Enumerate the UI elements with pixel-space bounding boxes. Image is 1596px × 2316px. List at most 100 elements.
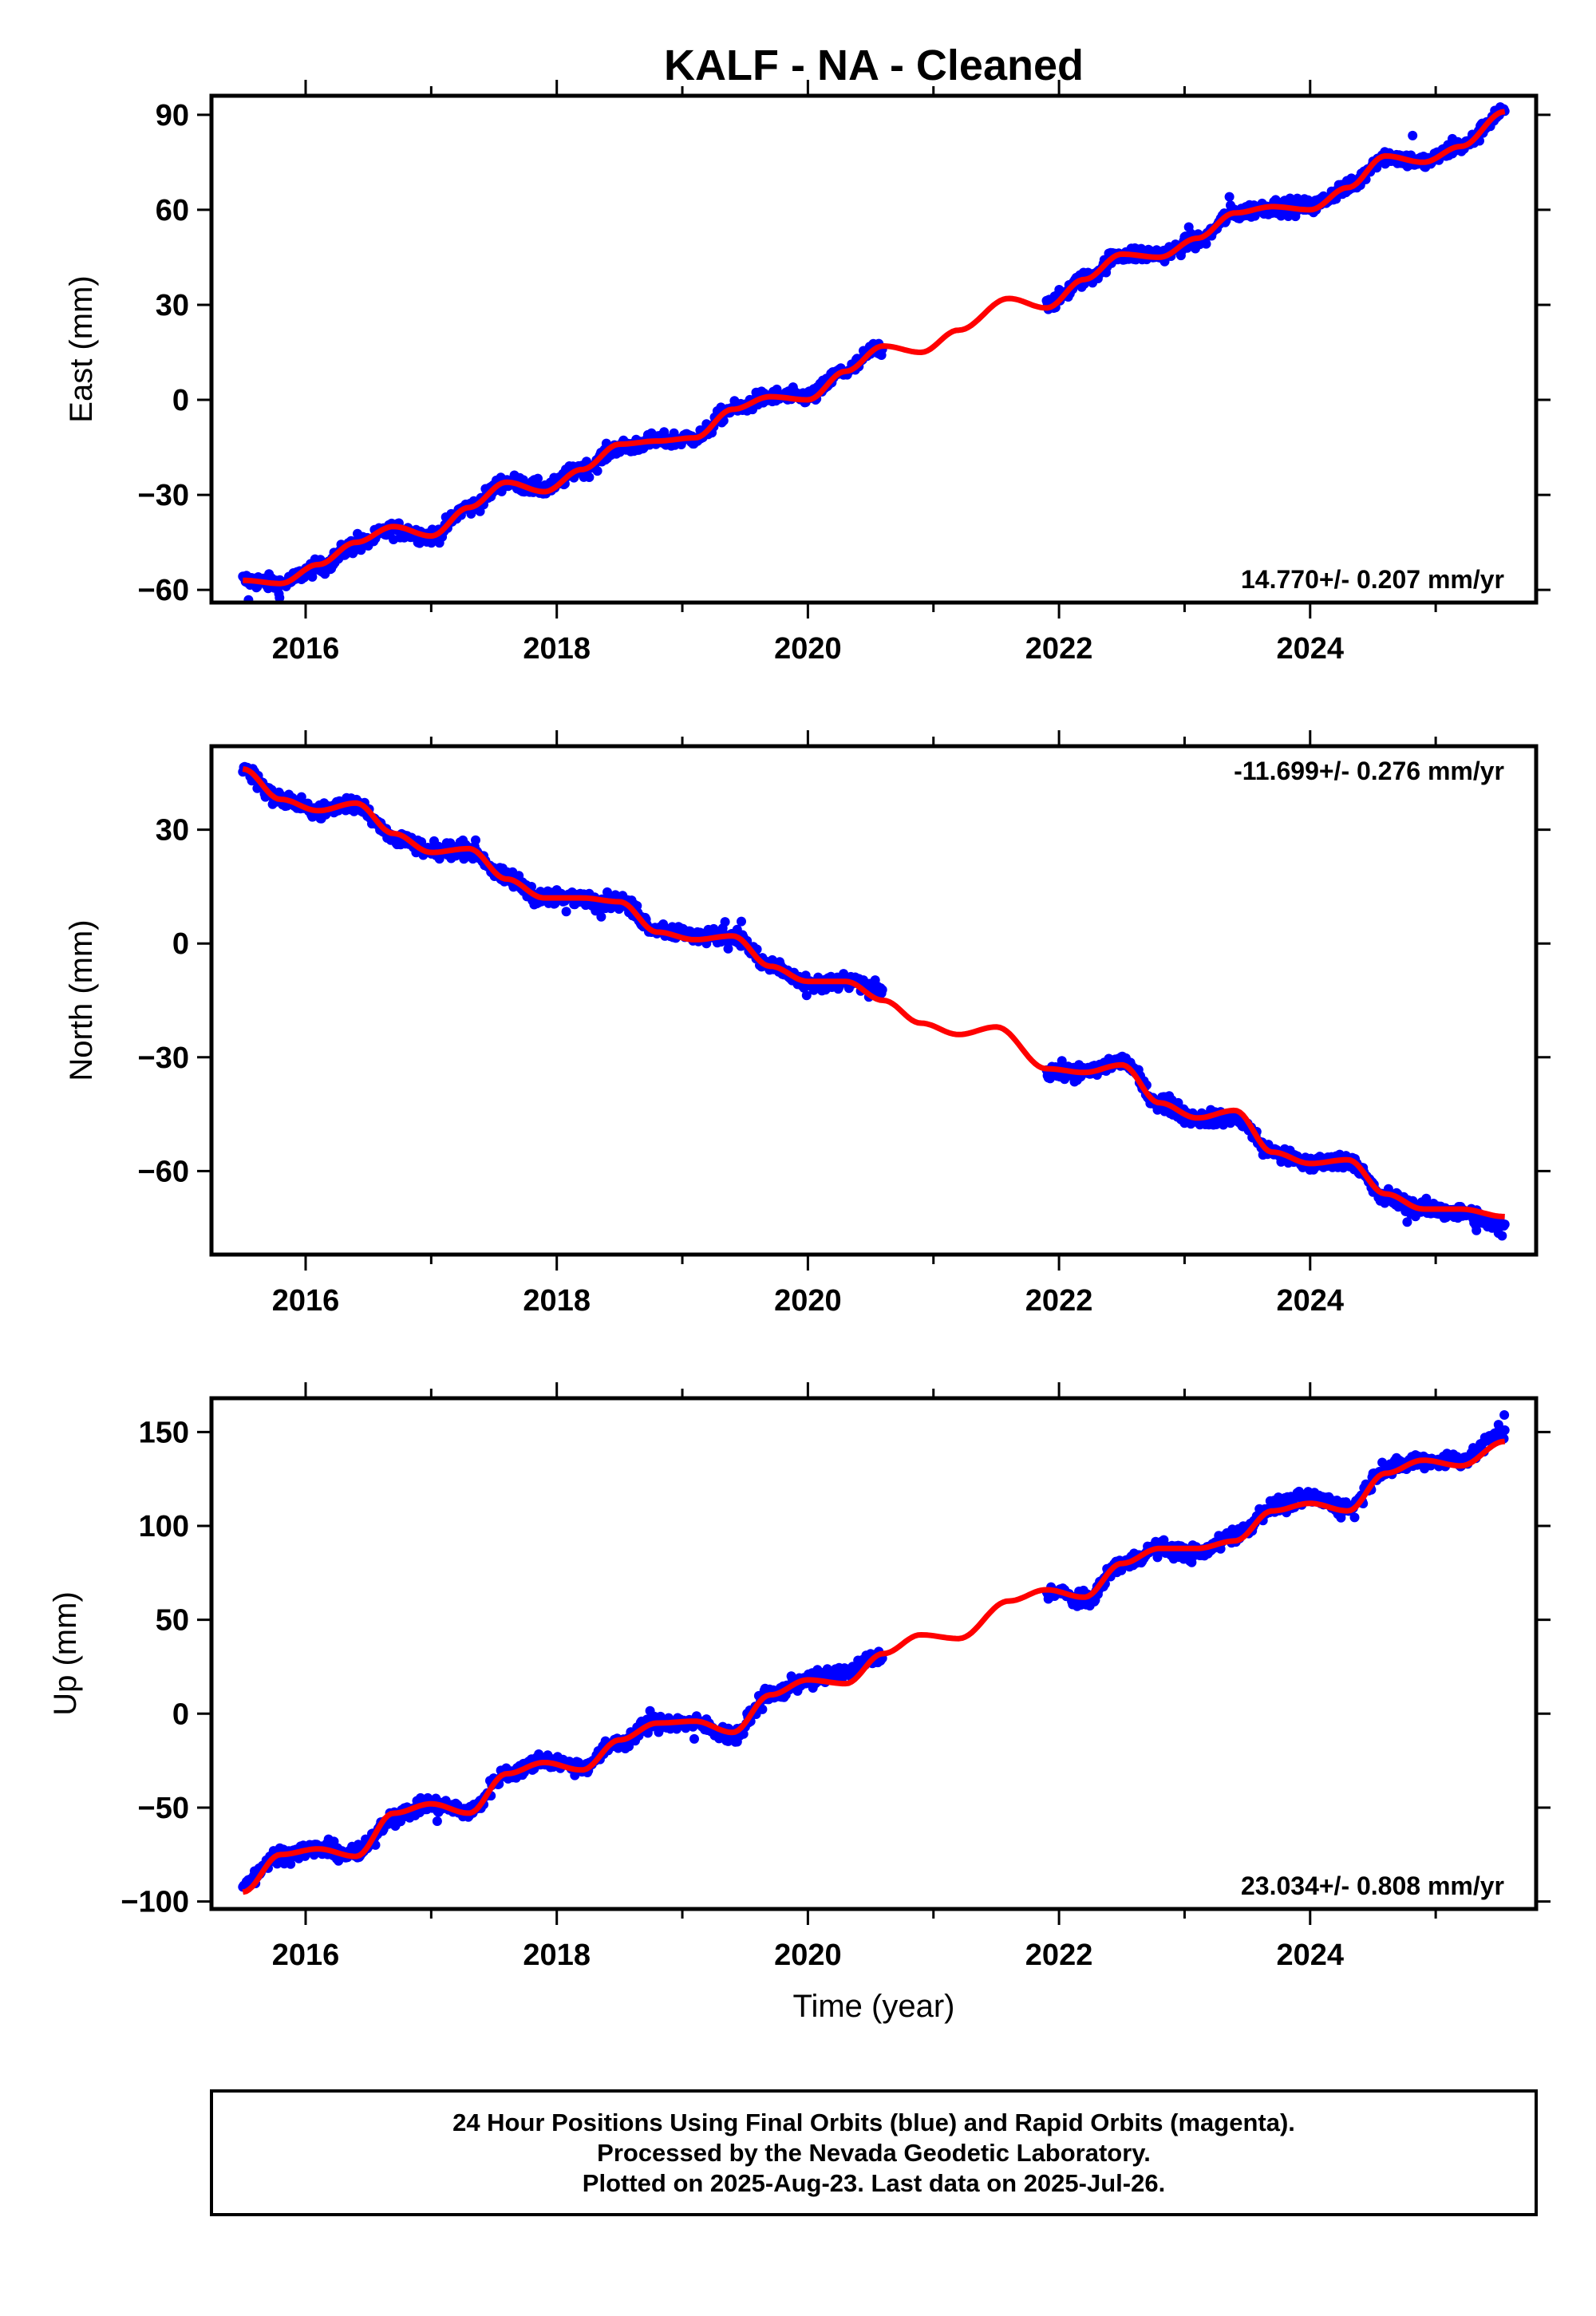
data-point-outlier (720, 917, 730, 927)
y-tick-label: 50 (156, 1604, 189, 1638)
data-point (757, 1704, 768, 1714)
footer-frame (210, 2089, 1538, 2216)
data-point (584, 472, 595, 482)
velocity-rate-label: -11.699+/- 0.276 mm/yr (1234, 757, 1504, 785)
data-point-outlier (737, 916, 746, 927)
data-points (238, 761, 1510, 1241)
velocity-rate-label: 23.034+/- 0.808 mm/yr (1241, 1871, 1504, 1900)
x-tick-label: 2022 (1025, 1939, 1093, 1972)
x-tick-label: 2022 (1025, 1284, 1093, 1318)
footer-line-1: 24 Hour Positions Using Final Orbits (bl… (452, 2109, 1295, 2136)
model-fit-line (243, 109, 1506, 587)
data-point-outlier (395, 532, 405, 543)
figure-title: KALF - NA - Cleaned (664, 41, 1084, 89)
footer-line-2: Processed by the Nevada Geodetic Laborat… (597, 2139, 1151, 2167)
data-point (570, 1770, 580, 1780)
x-tick-label: 2018 (523, 1284, 591, 1318)
x-tick-label: 2024 (1277, 632, 1345, 666)
y-tick-label: −100 (120, 1886, 189, 1919)
data-point (592, 466, 602, 476)
y-tick-label: −60 (138, 1155, 189, 1188)
north-panel: 2016 2018 2020 2022 2024 −60 −30 0 30 North (mm) -… (64, 730, 1551, 1318)
data-points (238, 102, 1510, 603)
y-tick-label: 60 (156, 194, 189, 227)
data-point (1057, 1056, 1067, 1066)
data-point (1499, 1219, 1510, 1230)
data-point-outlier (1402, 1217, 1412, 1227)
data-point-outlier (775, 957, 784, 967)
data-point-outlier (1336, 1512, 1346, 1523)
x-tick-label: 2020 (774, 1284, 842, 1318)
y-axis-label: North (mm) (64, 919, 99, 1081)
data-point (1499, 1425, 1510, 1435)
y-tick-label: 150 (139, 1416, 189, 1449)
data-point-outlier (1276, 1156, 1286, 1167)
velocity-rate-label: 14.770+/- 0.207 mm/yr (1241, 565, 1504, 594)
data-points (238, 1410, 1510, 1892)
data-point-outlier (349, 806, 359, 816)
data-point-outlier (732, 1737, 742, 1747)
data-point-outlier (645, 1705, 655, 1716)
data-point (1497, 1231, 1507, 1241)
data-point-outlier (275, 593, 285, 603)
data-point-outlier (1224, 192, 1235, 202)
y-tick-label: −30 (138, 1041, 189, 1075)
data-point-outlier (500, 868, 511, 878)
x-tick-label: 2020 (774, 632, 842, 666)
x-tick-label: 2016 (272, 1939, 340, 1972)
data-point-outlier (596, 911, 606, 922)
data-point-outlier (1380, 159, 1390, 169)
y-tick-label: 0 (172, 384, 189, 417)
data-point-outlier (1377, 1457, 1388, 1468)
y-axis-label: East (mm) (64, 275, 99, 422)
data-point (471, 835, 480, 845)
data-point (1421, 1193, 1432, 1203)
data-point (1201, 239, 1211, 249)
data-point-outlier (689, 1733, 699, 1744)
y-tick-label: 30 (156, 814, 189, 848)
y-axis-label: Up (mm) (48, 1591, 83, 1716)
y-tick-label: −30 (138, 479, 189, 512)
data-point-outlier (723, 943, 733, 954)
data-point (801, 990, 812, 1001)
data-point-outlier (561, 907, 571, 917)
y-tick-label: 90 (156, 99, 189, 132)
x-tick-label: 2016 (272, 1284, 340, 1318)
data-point-outlier (1472, 1225, 1482, 1235)
plot-frame (209, 744, 1539, 1257)
plot-frame (209, 93, 1539, 605)
model-fit-line (242, 766, 1505, 1219)
footer-line-3: Plotted on 2025-Aug-23. Last data on 202… (583, 2169, 1165, 2197)
data-point-outlier (821, 984, 832, 994)
data-point-outlier (1469, 1215, 1479, 1226)
model-fit-line (242, 1438, 1506, 1895)
x-tick-label: 2024 (1277, 1939, 1345, 1972)
y-tick-label: 100 (139, 1510, 189, 1543)
data-point-outlier (854, 1658, 864, 1668)
data-point-outlier (1349, 1512, 1360, 1523)
up-panel: 2016 2018 2020 2022 2024 −100 −50 0 50 100 150 Up (… (48, 1382, 1551, 2024)
x-axis-label: Time (year) (793, 1989, 955, 2024)
data-point-outlier (1183, 222, 1194, 232)
data-point-outlier (1499, 1410, 1510, 1420)
footer-box: 24 Hour Positions Using Final Orbits (bl… (210, 2089, 1538, 2216)
x-tick-label: 2018 (523, 632, 591, 666)
east-panel: 2016 2018 2020 2022 2024 −60 −30 0 30 60 90 East (m… (64, 80, 1551, 666)
y-tick-label: 30 (156, 289, 189, 322)
data-point-outlier (629, 446, 639, 456)
x-tick-label: 2018 (523, 1939, 591, 1972)
x-tick-label: 2016 (272, 632, 340, 666)
data-point-outlier (1482, 1219, 1492, 1230)
data-point-outlier (530, 477, 540, 488)
y-tick-label: 0 (172, 1697, 189, 1731)
y-tick-label: −50 (138, 1792, 189, 1825)
y-tick-label: −60 (138, 574, 189, 607)
data-point (1270, 195, 1281, 205)
data-point-outlier (1408, 130, 1418, 140)
data-point-outlier (1266, 208, 1277, 218)
x-tick-label: 2024 (1277, 1284, 1345, 1318)
data-point (602, 887, 612, 897)
data-point-outlier (432, 1816, 442, 1826)
data-point-outlier (353, 528, 362, 539)
